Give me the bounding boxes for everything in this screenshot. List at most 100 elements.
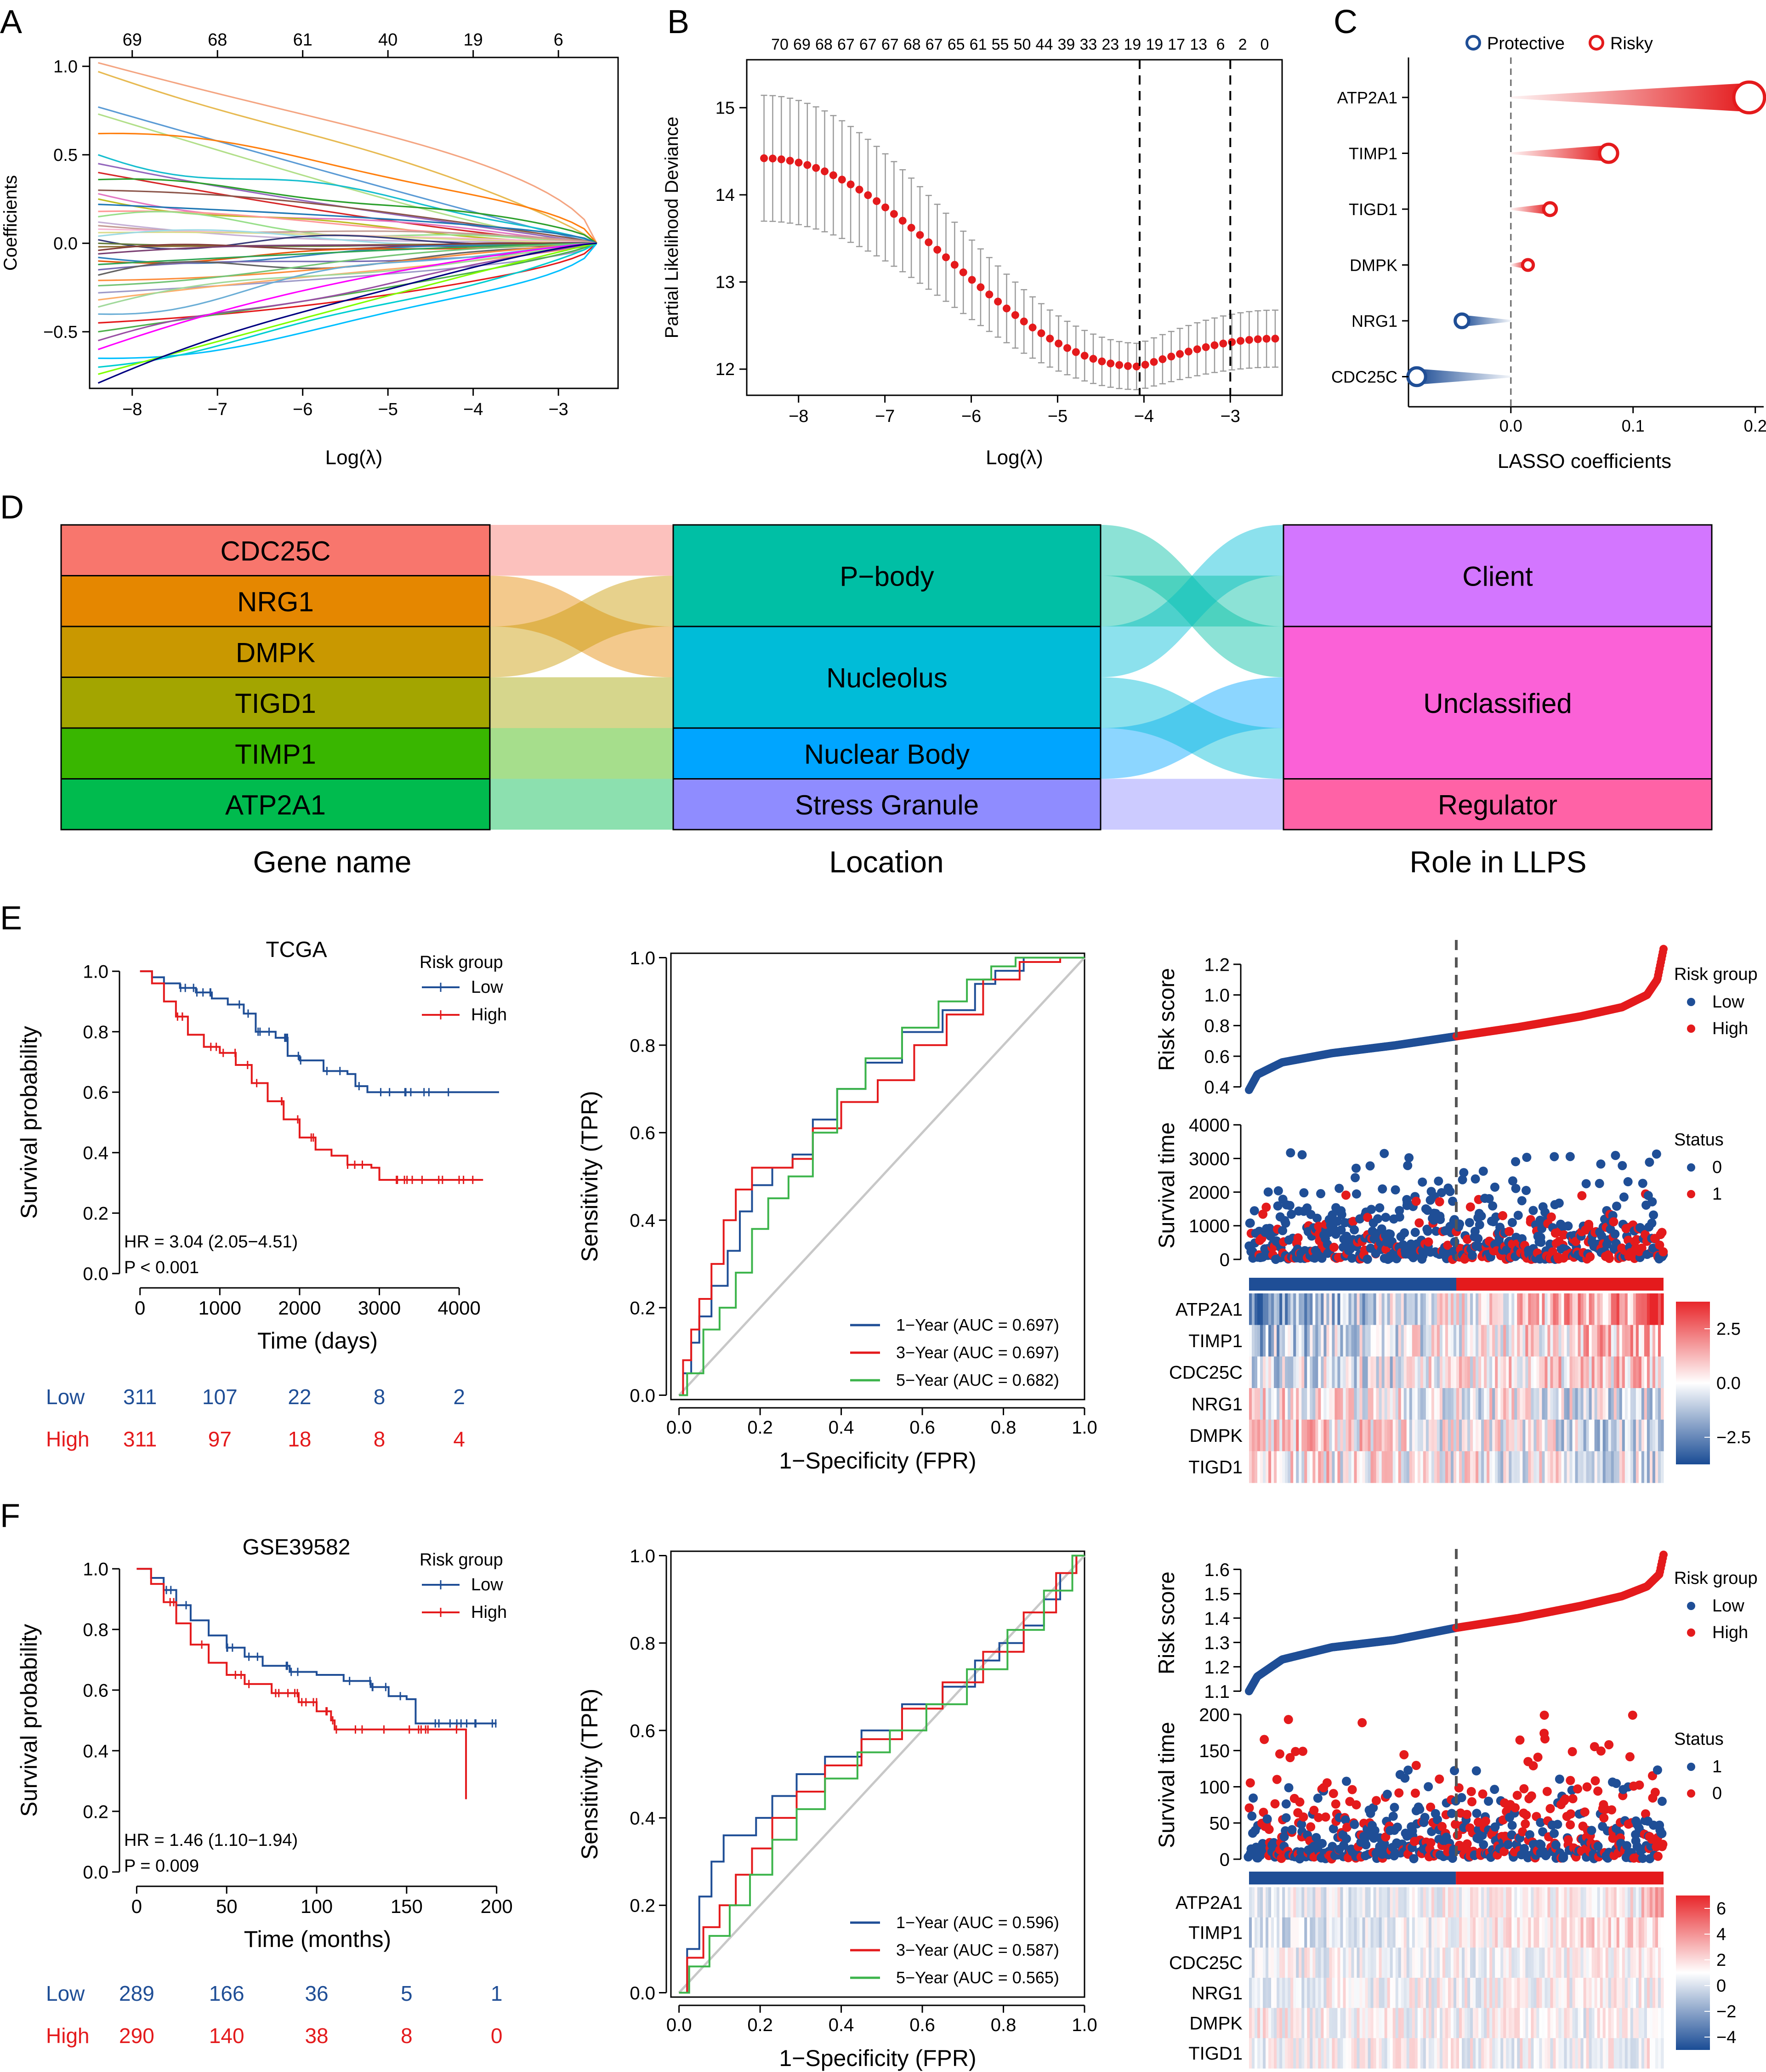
heat-cell <box>1277 1356 1280 1389</box>
km-y-tick-label: 0.6 <box>83 1083 108 1103</box>
deviance-point <box>968 276 976 284</box>
heat-cell <box>1370 1388 1374 1420</box>
status-point <box>1465 1218 1474 1227</box>
heat-cell <box>1387 1887 1391 1918</box>
heat-cell <box>1428 1293 1432 1326</box>
heat-cell <box>1442 1451 1446 1483</box>
heat-cell <box>1357 1356 1360 1389</box>
heat-cell <box>1384 1388 1388 1420</box>
heat-cell <box>1456 1947 1459 1978</box>
heat-cell <box>1307 1388 1310 1420</box>
heat-cell <box>1365 1388 1369 1420</box>
risk-table-value: 311 <box>123 1385 157 1409</box>
heat-cell <box>1528 1947 1531 1978</box>
roc-y-tick-label: 1.0 <box>630 948 655 968</box>
gene-label: TIGD1 <box>1349 200 1397 219</box>
heat-cell <box>1423 1917 1426 1948</box>
heat-cell <box>1652 1887 1656 1918</box>
status-point <box>1435 1197 1444 1207</box>
heat-cell <box>1431 1419 1435 1452</box>
heat-cell <box>1649 1293 1653 1326</box>
status-point <box>1424 1782 1433 1792</box>
risk-y-axis-title: Risk score <box>1155 1571 1179 1674</box>
heat-cell <box>1542 1978 1545 2009</box>
heat-cell <box>1357 1388 1360 1420</box>
heat-cell <box>1271 1978 1274 2009</box>
heat-cell <box>1478 1917 1482 1948</box>
heat-cell <box>1423 1947 1426 1978</box>
heat-cell <box>1536 1887 1539 1918</box>
coefficient-path <box>97 154 597 244</box>
status-point <box>1329 1789 1338 1799</box>
heat-cell <box>1450 1325 1454 1357</box>
heat-cell <box>1381 2038 1385 2069</box>
heat-cell <box>1564 2008 1567 2038</box>
heat-cell <box>1580 2008 1584 2038</box>
status-y-axis-title: Survival time <box>1155 1722 1179 1848</box>
heat-cell <box>1343 1325 1346 1357</box>
heat-cell <box>1644 1356 1647 1389</box>
heat-cell <box>1343 1419 1346 1452</box>
heat-cell <box>1641 1356 1645 1389</box>
heat-cell <box>1340 1887 1344 1918</box>
status-point <box>1612 1779 1621 1788</box>
heat-cell <box>1290 1978 1294 2009</box>
heat-cell <box>1279 1419 1283 1452</box>
heat-cell <box>1627 1419 1631 1452</box>
heat-cell <box>1616 1419 1620 1452</box>
heat-cell <box>1539 1325 1543 1357</box>
roc-y-tick-label: 0.6 <box>630 1123 655 1144</box>
heat-cell <box>1616 1388 1620 1420</box>
heat-cell <box>1575 2008 1579 2038</box>
heat-cell <box>1398 1917 1402 1948</box>
heat-cell <box>1288 2008 1291 2038</box>
heat-cell <box>1602 1325 1606 1357</box>
status-point <box>1285 1753 1295 1763</box>
heat-cell <box>1387 1419 1391 1452</box>
heat-cell <box>1470 1356 1473 1389</box>
plot-frame-a <box>89 57 619 389</box>
heat-cell <box>1368 1451 1371 1483</box>
heat-cell <box>1655 1451 1658 1483</box>
heat-cell <box>1498 1887 1501 1918</box>
heat-cell <box>1288 1293 1291 1326</box>
heat-scale-label: 0.0 <box>1716 1374 1741 1393</box>
heat-cell <box>1392 1887 1396 1918</box>
heat-cell <box>1255 1325 1258 1357</box>
heat-cell <box>1550 1419 1554 1452</box>
heat-cell <box>1517 1293 1520 1326</box>
heat-cell <box>1558 1887 1562 1918</box>
heat-cell <box>1649 1917 1653 1948</box>
heat-cell <box>1476 1451 1479 1483</box>
heat-cell <box>1403 1419 1407 1452</box>
heat-cell <box>1531 1887 1534 1918</box>
heat-cell <box>1326 1325 1329 1357</box>
heat-cell <box>1277 1947 1280 1978</box>
heat-cell <box>1301 2038 1305 2069</box>
heat-cell <box>1589 1978 1592 2009</box>
heat-cell <box>1622 1887 1625 1918</box>
heat-cell <box>1600 1917 1603 1948</box>
heat-cell <box>1525 2008 1528 2038</box>
status-point <box>1471 1174 1480 1184</box>
heat-cell <box>1271 2038 1274 2069</box>
heat-cell <box>1520 1947 1523 1978</box>
heat-cell <box>1343 1293 1346 1326</box>
heat-cell <box>1569 1388 1573 1420</box>
deviance-point <box>760 154 768 162</box>
heat-cell <box>1459 1388 1462 1420</box>
heat-cell <box>1296 1356 1299 1389</box>
heat-cell <box>1489 2008 1493 2038</box>
heat-cell <box>1406 1419 1410 1452</box>
lollipop-head <box>1406 366 1427 387</box>
heat-cell <box>1655 2008 1658 2038</box>
heat-cell <box>1509 1388 1512 1420</box>
b-y-tick-label: 13 <box>715 273 735 292</box>
status-point <box>1471 1766 1481 1776</box>
heat-cell <box>1425 1947 1429 1978</box>
heat-cell <box>1290 1419 1294 1452</box>
km-y-axis-title: Survival probability <box>16 1624 42 1817</box>
risk-table-value: 289 <box>119 1981 154 2005</box>
heat-cell <box>1616 2008 1620 2038</box>
heat-cell <box>1288 1978 1291 2009</box>
